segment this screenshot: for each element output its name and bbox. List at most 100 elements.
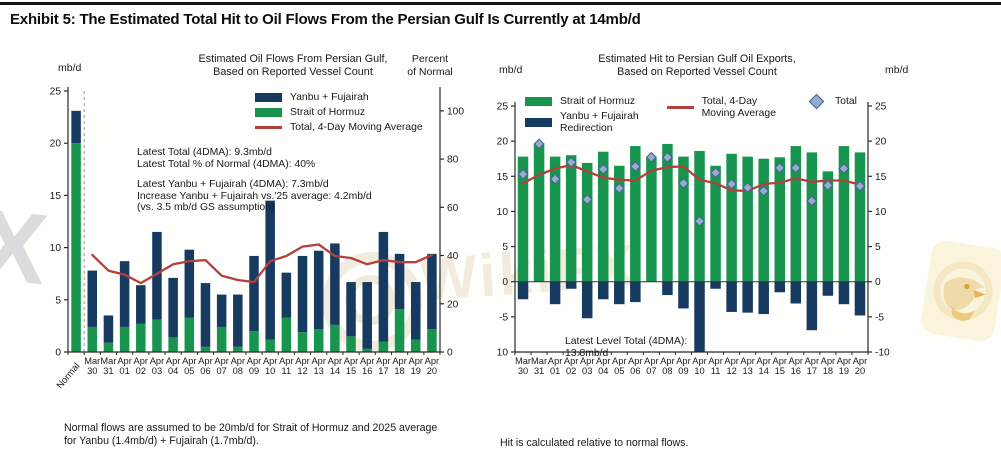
total-diamond-icon <box>808 93 825 110</box>
svg-text:05: 05 <box>184 366 194 376</box>
svg-text:Apr: Apr <box>644 356 658 366</box>
svg-text:Apr: Apr <box>247 356 261 366</box>
svg-text:Apr: Apr <box>231 356 245 366</box>
svg-text:03: 03 <box>152 366 162 376</box>
svg-text:15: 15 <box>875 172 887 183</box>
svg-text:Apr: Apr <box>344 356 358 366</box>
svg-text:Apr: Apr <box>740 356 754 366</box>
right-chart-footnote: Hit is calculated relative to normal flo… <box>500 437 689 449</box>
svg-text:10: 10 <box>265 366 275 376</box>
svg-text:Apr: Apr <box>773 356 787 366</box>
svg-text:40: 40 <box>447 251 459 262</box>
svg-text:11: 11 <box>282 366 292 376</box>
svg-text:19: 19 <box>839 366 849 376</box>
top-rule <box>0 2 1001 5</box>
svg-text:5: 5 <box>502 242 508 253</box>
svg-text:01: 01 <box>550 366 560 376</box>
svg-text:01: 01 <box>119 366 129 376</box>
svg-text:5: 5 <box>875 242 881 253</box>
svg-text:Apr: Apr <box>676 356 690 366</box>
svg-text:-10: -10 <box>497 348 508 359</box>
left-chart-right-axis-label: Percent of Normal <box>407 53 453 78</box>
svg-text:09: 09 <box>678 366 688 376</box>
svg-text:Apr: Apr <box>580 356 594 366</box>
svg-text:Apr: Apr <box>837 356 851 366</box>
4dma-line-swatch-icon <box>255 126 282 129</box>
svg-text:Apr: Apr <box>328 356 342 366</box>
svg-text:Apr: Apr <box>311 356 325 366</box>
svg-text:-5: -5 <box>875 312 884 323</box>
svg-text:14: 14 <box>330 366 340 376</box>
svg-text:05: 05 <box>614 366 624 376</box>
svg-text:25: 25 <box>875 102 887 113</box>
svg-text:12: 12 <box>297 366 307 376</box>
svg-text:09: 09 <box>249 366 259 376</box>
svg-text:Mar: Mar <box>84 356 100 366</box>
right-chart-canvas: -10-10-5-500551010151520202525Mar30Mar31… <box>497 102 890 377</box>
svg-text:0: 0 <box>447 348 453 359</box>
svg-text:13: 13 <box>742 366 752 376</box>
right-chart-title: Estimated Hit to Persian Gulf Oil Export… <box>598 53 796 78</box>
svg-text:25: 25 <box>50 87 62 98</box>
svg-text:15: 15 <box>50 191 62 202</box>
svg-text:17: 17 <box>807 366 817 376</box>
hormuz-swatch-icon <box>525 97 552 106</box>
svg-text:10: 10 <box>694 366 704 376</box>
svg-text:Apr: Apr <box>564 356 578 366</box>
svg-text:10: 10 <box>875 207 887 218</box>
svg-text:30: 30 <box>518 366 528 376</box>
svg-text:15: 15 <box>497 172 508 183</box>
svg-text:16: 16 <box>362 366 372 376</box>
redirection-swatch-icon <box>525 118 552 127</box>
svg-text:14: 14 <box>759 366 769 376</box>
svg-text:Apr: Apr <box>409 356 423 366</box>
svg-text:Apr: Apr <box>214 356 228 366</box>
legend-item-hormuz: Strait of Hormuz <box>255 107 423 118</box>
legend-item-hormuz: Strait of Hormuz <box>525 96 639 107</box>
svg-text:Apr: Apr <box>117 356 131 366</box>
svg-text:17: 17 <box>378 366 388 376</box>
svg-text:06: 06 <box>630 366 640 376</box>
legend-item-4dma: Total, 4-Day Moving Average <box>255 122 423 133</box>
svg-text:06: 06 <box>200 366 210 376</box>
svg-text:20: 20 <box>855 366 865 376</box>
svg-text:Apr: Apr <box>150 356 164 366</box>
right-chart-annotation: Latest Level Total (4DMA): 13.8mb/d <box>565 336 688 359</box>
svg-text:Apr: Apr <box>166 356 180 366</box>
svg-text:15: 15 <box>775 366 785 376</box>
svg-text:20: 20 <box>497 137 508 148</box>
svg-text:Apr: Apr <box>548 356 562 366</box>
svg-text:Apr: Apr <box>376 356 390 366</box>
svg-text:19: 19 <box>411 366 421 376</box>
exhibit-title: Exhibit 5: The Estimated Total Hit to Oi… <box>10 11 641 28</box>
svg-text:Mar: Mar <box>531 356 547 366</box>
svg-text:Apr: Apr <box>853 356 867 366</box>
svg-text:Apr: Apr <box>789 356 803 366</box>
legend-item-4dma: Total, 4-Day Moving Average <box>666 96 776 119</box>
svg-text:02: 02 <box>136 366 146 376</box>
svg-text:30: 30 <box>87 366 97 376</box>
svg-text:Apr: Apr <box>660 356 674 366</box>
legend-item-redirection: Yanbu + Fujairah Redirection <box>525 111 639 134</box>
hormuz-swatch-icon <box>255 108 282 117</box>
svg-text:12: 12 <box>726 366 736 376</box>
svg-text:Apr: Apr <box>279 356 293 366</box>
svg-text:Apr: Apr <box>692 356 706 366</box>
left-chart-panel: mb/d Estimated Oil Flows From Persian Gu… <box>8 50 490 418</box>
right-chart-panel: mb/d Estimated Hit to Persian Gulf Oil E… <box>497 50 1001 418</box>
svg-text:07: 07 <box>216 366 226 376</box>
svg-text:80: 80 <box>447 155 459 166</box>
svg-text:Apr: Apr <box>295 356 309 366</box>
svg-text:08: 08 <box>233 366 243 376</box>
svg-text:18: 18 <box>823 366 833 376</box>
svg-text:Apr: Apr <box>708 356 722 366</box>
svg-text:Apr: Apr <box>596 356 610 366</box>
svg-text:Apr: Apr <box>724 356 738 366</box>
svg-text:04: 04 <box>598 366 608 376</box>
right-chart-legend: Strait of Hormuz Yanbu + Fujairah Redire… <box>525 93 857 138</box>
svg-text:15: 15 <box>346 366 356 376</box>
svg-text:11: 11 <box>711 366 721 376</box>
svg-text:5: 5 <box>55 295 61 306</box>
svg-text:20: 20 <box>875 137 887 148</box>
left-chart-left-axis-label: mb/d <box>58 62 82 74</box>
